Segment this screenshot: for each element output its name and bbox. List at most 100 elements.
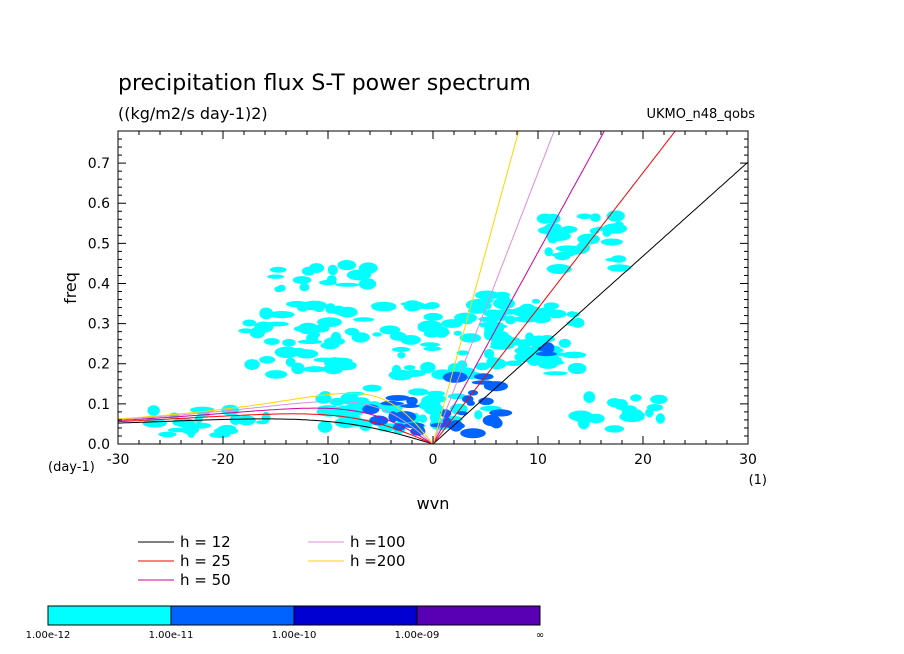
contour-patch — [265, 370, 288, 379]
contour-patch — [408, 388, 429, 396]
contour-patch — [325, 303, 336, 314]
x-tick-label: 30 — [739, 452, 757, 468]
curve-rossby-25 — [118, 413, 434, 444]
contour-patch — [504, 315, 517, 325]
contour-patch — [392, 347, 411, 352]
contour-patch — [406, 396, 418, 406]
contour-patch — [475, 290, 499, 300]
curve-kelvin-25 — [432, 131, 676, 444]
x-tick-label: -30 — [107, 452, 130, 468]
colorbar-swatch — [293, 605, 418, 626]
contour-patch — [605, 257, 625, 262]
contour-patch — [493, 297, 515, 310]
contour-patch — [277, 284, 286, 292]
contour-patch — [583, 391, 596, 403]
contour-patch — [191, 422, 211, 429]
contour-patch — [292, 276, 312, 284]
contour-patch — [423, 346, 442, 352]
contour-patch — [358, 262, 378, 274]
contour-patch — [372, 332, 382, 337]
contour-patch — [269, 266, 287, 273]
colorbar-swatch — [170, 605, 295, 626]
contour-patch — [567, 362, 587, 375]
contour-patch — [489, 409, 513, 417]
contour-patch — [158, 431, 177, 438]
x-unit-label: (1) — [749, 473, 767, 488]
contour-patch — [242, 319, 257, 327]
contour-patch — [209, 431, 231, 438]
contour-patch — [371, 301, 397, 310]
contour-patch — [303, 366, 326, 373]
contour-patch — [576, 241, 590, 254]
contour-patch — [298, 322, 319, 335]
contour-patch — [327, 264, 338, 276]
contour-patch — [453, 330, 462, 336]
curve-rossby-12 — [118, 418, 434, 444]
contour-patch — [457, 411, 468, 416]
contour-patch — [558, 338, 572, 348]
contour-patch — [486, 356, 499, 368]
contour-patch — [418, 414, 428, 423]
contour-patch — [335, 282, 360, 287]
contour-patch — [282, 338, 296, 347]
contour-patch — [607, 264, 632, 272]
contour-patch — [456, 350, 470, 356]
contour-patch — [326, 275, 337, 284]
contour-patch — [301, 266, 316, 276]
colorbar-label: 1.00e-11 — [149, 630, 194, 641]
contour-patch — [484, 348, 495, 359]
contour-patch — [590, 213, 601, 222]
legend-label: h = 50 — [180, 571, 231, 589]
contour-patch — [526, 311, 552, 317]
contour-patch — [420, 342, 440, 347]
contour-patch — [614, 399, 628, 410]
contour-patch — [578, 214, 588, 219]
contour-patch — [546, 231, 571, 241]
x-axis-label: wvn — [417, 494, 450, 513]
colorbar-label: 1.00e-10 — [272, 630, 317, 641]
y-tick-label: 0.3 — [88, 317, 110, 333]
curve-kelvin-200 — [432, 131, 520, 444]
contour-patch — [400, 404, 420, 408]
x-tick-label: 0 — [429, 452, 438, 468]
contour-patch — [393, 411, 417, 423]
contour-patch — [531, 315, 552, 324]
contour-patch — [238, 328, 254, 334]
y-axis: 0.0 0.1 0.2 0.3 0.4 0.5 0.6 0.7 — [88, 130, 748, 453]
contour-patch — [541, 342, 555, 355]
x-tick-label: 10 — [529, 452, 547, 468]
contour-patch — [488, 330, 505, 338]
contour-patch — [546, 309, 567, 319]
contour-patch — [353, 317, 375, 322]
contour-patch — [259, 307, 274, 320]
contour-layer — [142, 210, 668, 439]
contour-patch — [475, 362, 490, 371]
contour-patch — [594, 226, 609, 231]
contour-patch — [261, 411, 271, 423]
contour-patch — [313, 357, 335, 363]
contour-patch — [317, 317, 342, 327]
contour-patch — [492, 342, 516, 348]
contour-patch — [301, 300, 328, 311]
contour-patch — [389, 331, 407, 341]
contour-patch — [482, 414, 501, 427]
contour-patch — [337, 306, 358, 318]
dispersion-curves — [118, 131, 748, 444]
contour-patch — [602, 228, 612, 237]
contour-patch — [491, 324, 508, 329]
contour-patch — [425, 302, 440, 309]
contour-patch — [336, 405, 361, 412]
colorbar-swatch — [47, 605, 172, 626]
y-tick-label: 0.1 — [88, 397, 110, 413]
curve-kelvin-50 — [432, 131, 605, 444]
y-tick-label: 0.7 — [88, 156, 110, 172]
contour-patch — [297, 339, 323, 344]
contour-patch — [650, 394, 668, 404]
legend-label: h = 25 — [180, 552, 231, 570]
x-axis: -30 -20 -10 0 10 20 30 — [107, 131, 757, 468]
contour-patch — [186, 426, 196, 438]
contour-patch — [142, 418, 167, 428]
contour-patch — [478, 316, 502, 322]
